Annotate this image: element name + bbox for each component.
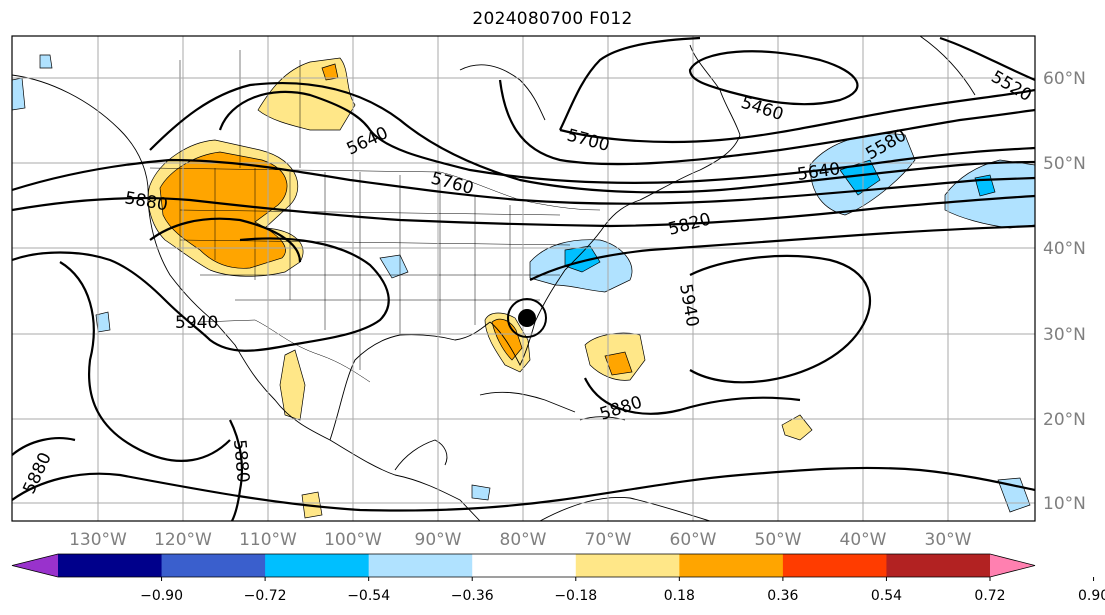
colorbar-tick-label: 0.36: [767, 588, 798, 604]
contour-5520: [559, 36, 1035, 144]
positive-anomaly-small-caribbean: [781, 414, 813, 441]
lat-label: 20°N: [1043, 410, 1086, 430]
contour-5940: [529, 224, 1035, 281]
colorbar-segment: [886, 554, 991, 577]
map-title: 2024080700 F012: [472, 9, 633, 29]
contour-5940-south: [689, 254, 872, 384]
colorbar-tick-label: 0.72: [974, 588, 1005, 604]
colorbar-tick-label: −0.72: [244, 588, 287, 604]
map-panel: 5520 5460 5640 5580 5700 5640 5760 5880 …: [12, 36, 1035, 521]
coastline-east: [564, 134, 741, 271]
colorbar-ticks: −0.90 −0.72 −0.54 −0.36 −0.18 0.18 0.36 0.54 0.7…: [140, 577, 1105, 604]
colorbar-extend-high: [990, 554, 1035, 577]
coastline-southamerica: [539, 497, 711, 521]
positive-anomaly-core-atlantic: [604, 351, 633, 376]
colorbar-tick-label: −0.90: [140, 588, 183, 604]
coastline-yucatan: [394, 439, 448, 471]
height-contours: [12, 36, 1035, 521]
contour-5880-sw: [12, 437, 76, 456]
lon-label: 130°W: [69, 530, 127, 550]
contour-5880: [12, 237, 390, 352]
contour-5700: [149, 82, 1035, 194]
lon-label: 30°W: [925, 530, 972, 550]
coastline-florida: [489, 269, 566, 367]
coastline-west: [12, 74, 481, 521]
coastline-gulf: [329, 321, 491, 441]
colorbar-segment: [575, 554, 680, 577]
contour-5580: [498, 79, 1035, 166]
colorbar-tick-label: −0.18: [554, 588, 597, 604]
positive-anomaly-small-mexico: [279, 349, 306, 421]
colorbar-segment: [368, 554, 473, 577]
lon-label: 60°W: [670, 530, 717, 550]
us-mexico-border: [199, 319, 371, 383]
coastline-greenland: [919, 36, 976, 96]
colorbar-tick-label: −0.54: [347, 588, 390, 604]
coastline-hudson: [459, 64, 546, 121]
lat-label: 50°N: [1043, 154, 1086, 174]
state-line-h2: [179, 239, 571, 246]
lon-label: 100°W: [324, 530, 382, 550]
contour-5640: [218, 90, 1035, 184]
negative-anomaly-small-5: [471, 484, 491, 501]
lat-label: 40°N: [1043, 239, 1086, 259]
negative-anomaly-small-6: [39, 54, 53, 69]
negative-anomaly-small-1: [379, 254, 409, 279]
contour-5880-inner: [149, 217, 302, 263]
colorbar-segment: [58, 554, 163, 577]
colorbar-outline: [11, 553, 1036, 578]
colorbar-segment: [472, 554, 577, 577]
negative-anomaly-small-3: [12, 77, 26, 111]
lon-label: 80°W: [500, 530, 547, 550]
contour-5820: [12, 194, 1035, 228]
contour-5880-mid: [229, 419, 244, 521]
lon-label: 70°W: [585, 530, 632, 550]
colorbar-tick-label: 0.18: [664, 588, 695, 604]
positive-anomaly-core-florida: [491, 318, 523, 361]
colorbar-segments: [11, 553, 1036, 578]
contour-south-rim: [12, 466, 1035, 512]
lon-label: 50°W: [755, 530, 802, 550]
map-frame: [11, 35, 1036, 522]
negative-anomaly-core-carolinas: [564, 245, 601, 273]
longitude-axis: 130°W 120°W 110°W 100°W 90°W 80°W 70°W 6…: [69, 530, 972, 550]
latitude-axis: 60°N 50°N 40°N 30°N 20°N 10°N: [1043, 69, 1086, 514]
colorbar-segment: [679, 554, 784, 577]
state-line-h1: [179, 209, 561, 216]
contour-label: 5880: [229, 439, 253, 484]
lon-label: 90°W: [415, 530, 462, 550]
contour-5880-south: [584, 377, 801, 415]
contour-5940-west: [59, 261, 231, 462]
negative-anomaly-small-2: [95, 311, 111, 333]
colorbar-tick-label: 0.54: [871, 588, 902, 604]
lat-label: 60°N: [1043, 69, 1086, 89]
gridlines: [12, 36, 1035, 521]
lat-label: 10°N: [1043, 494, 1086, 514]
tropical-cyclone-marker: [507, 298, 547, 338]
colorbar-segment: [161, 554, 266, 577]
contour-labels: 5520 5460 5640 5580 5700 5640 5760 5880 …: [19, 67, 1035, 497]
contour-label: 5940: [175, 313, 218, 333]
colorbar-tick-label: 0.90: [1078, 588, 1105, 604]
contour-5520-ne: [939, 36, 1035, 82]
coastline-cuba: [479, 391, 576, 413]
colorbar-extend-low: [12, 554, 58, 577]
lon-label: 120°W: [154, 530, 212, 550]
colorbar-segment: [265, 554, 370, 577]
colorbar-tick-label: −0.36: [451, 588, 494, 604]
colorbar-segment: [782, 554, 887, 577]
lon-label: 40°W: [840, 530, 887, 550]
coastlines-borders: [12, 36, 976, 521]
contour-5760: [12, 158, 1035, 205]
lon-label: 110°W: [239, 530, 297, 550]
contour-5460: [688, 50, 859, 106]
negative-anomaly-region-east: [944, 159, 1035, 229]
colorbar: −0.90 −0.72 −0.54 −0.36 −0.18 0.18 0.36 0.54 0.7…: [11, 553, 1105, 604]
lat-label: 30°N: [1043, 325, 1086, 345]
